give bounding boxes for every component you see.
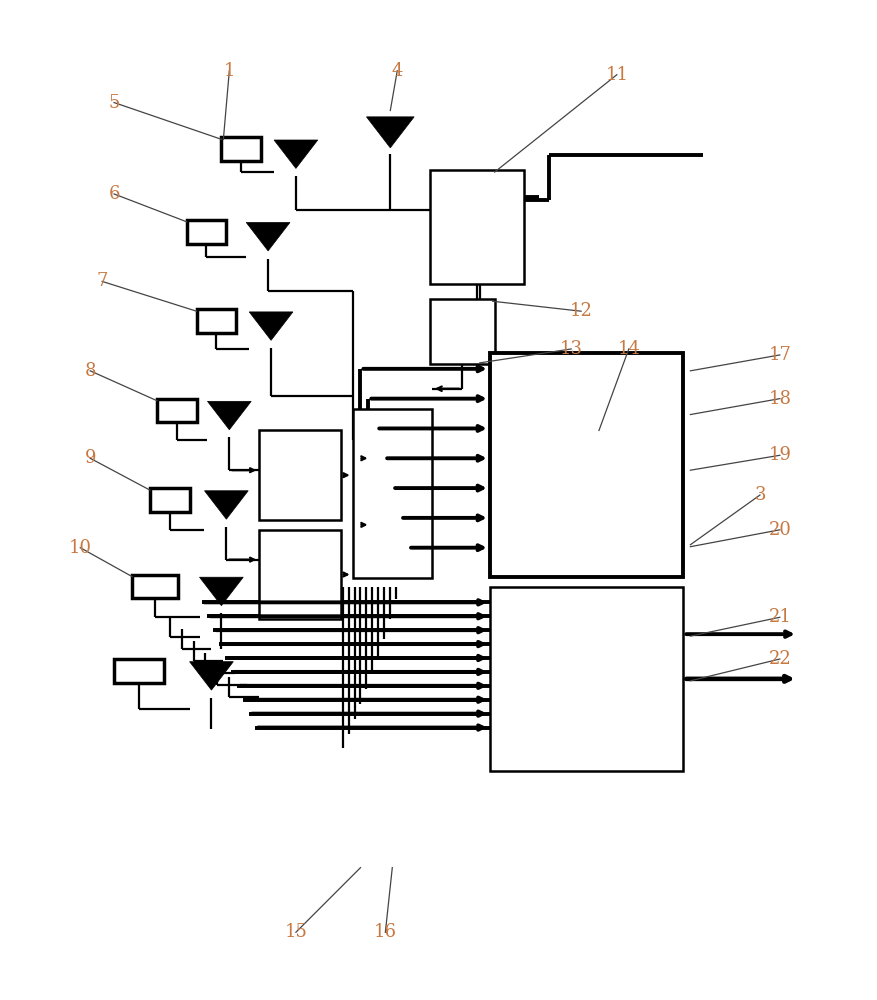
Bar <box>259 530 340 619</box>
Text: 22: 22 <box>768 650 791 668</box>
Polygon shape <box>208 401 251 430</box>
Bar <box>114 659 164 683</box>
Bar <box>196 309 236 333</box>
Bar <box>353 409 432 578</box>
Text: 13: 13 <box>560 340 582 358</box>
Bar <box>157 399 196 422</box>
Bar <box>132 575 178 598</box>
Text: 7: 7 <box>96 272 108 290</box>
Text: 15: 15 <box>284 923 307 941</box>
Text: 14: 14 <box>617 340 640 358</box>
Text: 3: 3 <box>754 486 766 504</box>
Polygon shape <box>189 662 233 690</box>
Text: 6: 6 <box>109 185 120 203</box>
Text: 9: 9 <box>84 449 96 467</box>
Text: 1: 1 <box>224 62 235 80</box>
Bar <box>430 170 524 284</box>
Bar <box>187 220 226 244</box>
Polygon shape <box>204 491 248 519</box>
Bar <box>150 488 189 512</box>
Text: 8: 8 <box>84 362 96 380</box>
Bar <box>221 137 261 161</box>
Text: 18: 18 <box>768 390 791 408</box>
Bar <box>489 587 683 771</box>
Bar <box>489 353 683 577</box>
Text: 11: 11 <box>605 66 628 84</box>
Bar <box>430 299 495 364</box>
Text: 10: 10 <box>68 539 92 557</box>
Polygon shape <box>274 140 317 168</box>
Text: 12: 12 <box>570 302 593 320</box>
Polygon shape <box>200 577 243 606</box>
Text: 4: 4 <box>391 62 403 80</box>
Text: 16: 16 <box>374 923 396 941</box>
Text: 5: 5 <box>109 94 120 112</box>
Text: 17: 17 <box>768 346 791 364</box>
Polygon shape <box>246 222 290 251</box>
Polygon shape <box>249 312 293 340</box>
Text: 19: 19 <box>768 446 791 464</box>
Polygon shape <box>367 117 414 148</box>
Text: 21: 21 <box>768 608 791 626</box>
Text: 20: 20 <box>768 521 791 539</box>
Bar <box>259 430 340 520</box>
